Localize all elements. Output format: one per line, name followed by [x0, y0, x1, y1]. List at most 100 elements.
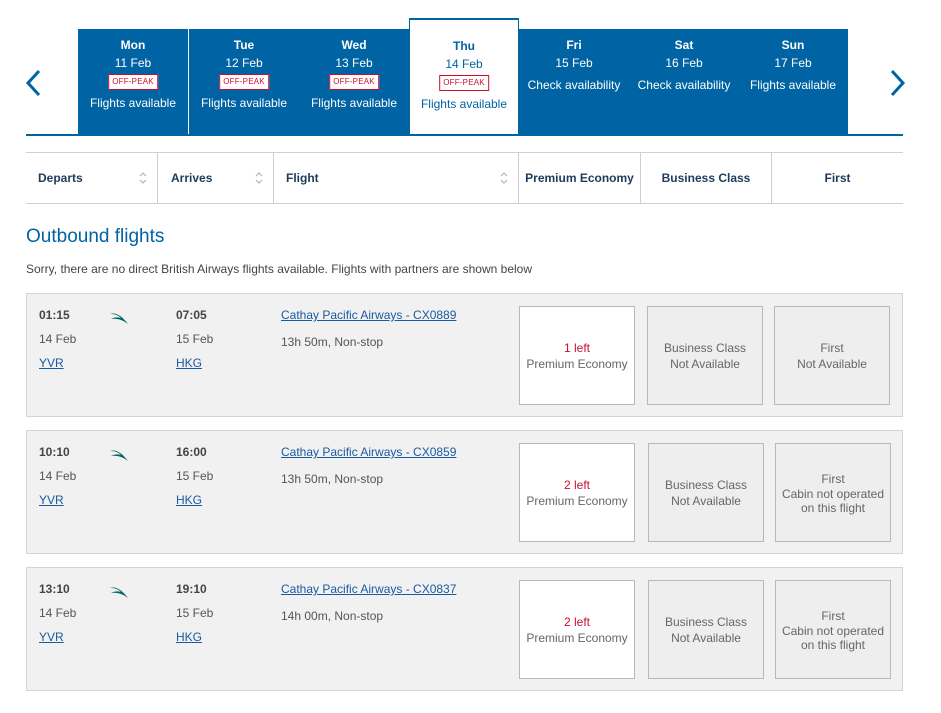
- flight-row: 13:10 14 Feb YVR 19:10 15 Feb HKG Cathay…: [26, 567, 903, 691]
- flight-label: Flight: [286, 171, 319, 185]
- day-date: 16 Feb: [665, 56, 703, 70]
- day-name: Wed: [341, 38, 367, 52]
- first-class-fare: First Cabin not operated on this flight: [775, 443, 891, 542]
- first-class-fare: First Cabin not operated on this flight: [775, 580, 891, 679]
- off-peak-badge: OFF-PEAK: [329, 74, 379, 90]
- cabin-label: Premium Economy: [526, 630, 628, 645]
- departure-date: 14 Feb: [39, 332, 77, 346]
- departure-time: 01:15: [39, 308, 70, 322]
- day-status: Flights available: [749, 78, 837, 92]
- first-column: First: [771, 153, 903, 203]
- first-label: First: [824, 171, 851, 185]
- cabin-label: Premium Economy: [526, 493, 628, 508]
- day-status: Check availability: [527, 78, 621, 92]
- day-date: 12 Feb: [225, 56, 263, 70]
- cabin-label: Business Class: [664, 477, 748, 492]
- day-status: Flights available: [420, 97, 508, 111]
- arrival-date: 15 Feb: [176, 606, 214, 620]
- sort-flight-button[interactable]: Flight: [273, 153, 518, 203]
- departure-airport-link[interactable]: YVR: [39, 493, 64, 507]
- sort-icon: [139, 172, 147, 184]
- sort-icon: [255, 172, 263, 184]
- arrival-date: 15 Feb: [176, 332, 214, 346]
- day-date: 17 Feb: [774, 56, 812, 70]
- flight-row: 01:15 14 Feb YVR 07:05 15 Feb HKG Cathay…: [26, 293, 903, 417]
- arrival-airport-link[interactable]: HKG: [176, 493, 203, 507]
- seats-left: 2 left: [563, 477, 590, 492]
- day-status: Flights available: [89, 96, 177, 110]
- cabin-label: First: [821, 608, 845, 623]
- departure-time: 13:10: [39, 582, 70, 596]
- off-peak-badge: OFF-PEAK: [219, 74, 269, 90]
- arrival-airport-link[interactable]: HKG: [176, 630, 203, 644]
- cathay-pacific-logo-icon: [110, 313, 128, 324]
- departure-airport-link[interactable]: YVR: [39, 630, 64, 644]
- business-class-fare: Business Class Not Available: [648, 580, 764, 679]
- day-tab-tue[interactable]: Tue 12 Feb OFF-PEAK Flights available: [189, 29, 299, 135]
- flight-duration: 14h 00m, Non-stop: [281, 609, 384, 623]
- premium-economy-fare-button[interactable]: 2 left Premium Economy: [519, 443, 635, 542]
- day-name: Sat: [674, 38, 694, 52]
- business-class-fare: Business Class Not Available: [648, 443, 764, 542]
- day-name: Thu: [453, 39, 475, 53]
- chevron-left-icon: [25, 69, 41, 97]
- premium-economy-fare-button[interactable]: 1 left Premium Economy: [519, 306, 635, 405]
- premium-economy-label: Premium Economy: [525, 171, 634, 185]
- day-divider: [188, 29, 189, 135]
- flight-details-link[interactable]: Cathay Pacific Airways - CX0859: [281, 445, 457, 459]
- day-tab-wed[interactable]: Wed 13 Feb OFF-PEAK Flights available: [299, 29, 409, 135]
- departure-date: 14 Feb: [39, 606, 77, 620]
- availability-text: Cabin not operated on this flight: [781, 623, 885, 652]
- arrival-time: 16:00: [176, 445, 207, 459]
- carousel-underline: [26, 134, 903, 136]
- sort-departs-button[interactable]: Departs: [26, 153, 157, 203]
- cabin-label: First: [821, 471, 845, 486]
- availability-text: Not Available: [671, 493, 741, 508]
- no-direct-flights-notice: Sorry, there are no direct British Airwa…: [26, 262, 532, 276]
- departure-airport-link[interactable]: YVR: [39, 356, 64, 370]
- next-week-button[interactable]: [885, 68, 909, 98]
- premium-economy-fare-button[interactable]: 2 left Premium Economy: [519, 580, 635, 679]
- cabin-label: First: [820, 340, 844, 355]
- day-tab-thu-selected[interactable]: Thu 14 Feb OFF-PEAK Flights available: [409, 18, 519, 135]
- cathay-pacific-logo-icon: [110, 587, 128, 598]
- arrival-date: 15 Feb: [176, 469, 214, 483]
- first-class-fare: First Not Available: [774, 306, 890, 405]
- flight-duration: 13h 50m, Non-stop: [281, 472, 384, 486]
- business-class-label: Business Class: [661, 171, 751, 185]
- off-peak-badge: OFF-PEAK: [439, 75, 489, 91]
- day-tab-fri[interactable]: Fri 15 Feb Check availability: [519, 29, 629, 135]
- availability-text: Cabin not operated on this flight: [781, 486, 885, 515]
- availability-text: Not Available: [670, 356, 740, 371]
- day-tab-mon[interactable]: Mon 11 Feb OFF-PEAK Flights available: [78, 29, 188, 135]
- business-class-fare: Business Class Not Available: [647, 306, 763, 405]
- day-date: 14 Feb: [445, 57, 483, 71]
- sort-arrives-button[interactable]: Arrives: [157, 153, 273, 203]
- results-column-header: Departs Arrives Flight Premium Economy B…: [26, 152, 903, 204]
- cabin-label: Premium Economy: [526, 356, 628, 371]
- day-name: Fri: [566, 38, 582, 52]
- cabin-label: Business Class: [664, 614, 748, 629]
- day-tab-sat[interactable]: Sat 16 Feb Check availability: [629, 29, 739, 135]
- day-name: Tue: [233, 38, 255, 52]
- day-name: Mon: [120, 38, 146, 52]
- cathay-pacific-logo-icon: [110, 450, 128, 461]
- premium-economy-column: Premium Economy: [518, 153, 640, 203]
- arrival-time: 07:05: [176, 308, 207, 322]
- arrival-time: 19:10: [176, 582, 207, 596]
- day-tab-sun[interactable]: Sun 17 Feb Flights available: [738, 29, 848, 135]
- flight-duration: 13h 50m, Non-stop: [281, 335, 384, 349]
- previous-week-button[interactable]: [22, 68, 46, 98]
- flight-details-link[interactable]: Cathay Pacific Airways - CX0889: [281, 308, 457, 322]
- arrival-airport-link[interactable]: HKG: [176, 356, 203, 370]
- departs-label: Departs: [38, 171, 83, 185]
- day-status: Flights available: [310, 96, 398, 110]
- flight-row: 10:10 14 Feb YVR 16:00 15 Feb HKG Cathay…: [26, 430, 903, 554]
- day-name: Sun: [781, 38, 805, 52]
- day-date: 15 Feb: [555, 56, 593, 70]
- day-status: Flights available: [200, 96, 288, 110]
- flight-details-link[interactable]: Cathay Pacific Airways - CX0837: [281, 582, 457, 596]
- cabin-label: Business Class: [663, 340, 747, 355]
- business-class-column: Business Class: [640, 153, 771, 203]
- day-date: 13 Feb: [335, 56, 373, 70]
